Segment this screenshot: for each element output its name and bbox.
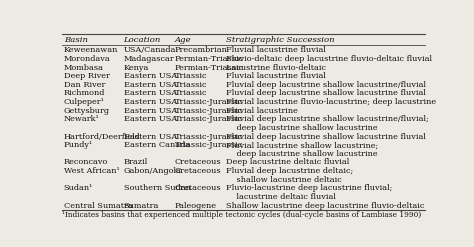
Text: Fluvial lacustrine fluvial: Fluvial lacustrine fluvial bbox=[227, 72, 326, 80]
Text: Triassic-Jurassic: Triassic-Jurassic bbox=[175, 133, 243, 141]
Text: Brazil: Brazil bbox=[124, 158, 148, 166]
Text: Fluvial deep lacustrine shallow lacustrine/fluvial;: Fluvial deep lacustrine shallow lacustri… bbox=[227, 115, 429, 123]
Text: Newark¹: Newark¹ bbox=[64, 115, 100, 123]
Text: Fluvial deep lacustrine shallow lacustrine fluvial: Fluvial deep lacustrine shallow lacustri… bbox=[227, 133, 426, 141]
Text: Cretaceous: Cretaceous bbox=[175, 167, 221, 175]
Text: Eastern Canada: Eastern Canada bbox=[124, 141, 190, 149]
Text: Triassic-Jurassic: Triassic-Jurassic bbox=[175, 98, 243, 106]
Text: ¹Indicates basins that experienced multiple tectonic cycles (dual-cycle basins o: ¹Indicates basins that experienced multi… bbox=[62, 211, 421, 219]
Text: deep lacustrine shallow lacustrine: deep lacustrine shallow lacustrine bbox=[227, 150, 378, 158]
Text: Kenya: Kenya bbox=[124, 63, 149, 72]
Text: Eastern USA: Eastern USA bbox=[124, 72, 177, 80]
Text: USA/Canada: USA/Canada bbox=[124, 46, 176, 54]
Text: Mombasa: Mombasa bbox=[64, 63, 104, 72]
Text: Eastern USA: Eastern USA bbox=[124, 89, 177, 98]
Text: Fluvial lacustrine fluvio-lacustrine; deep lacustrine: Fluvial lacustrine fluvio-lacustrine; de… bbox=[227, 98, 437, 106]
Text: Cretaceous: Cretaceous bbox=[175, 184, 221, 192]
Text: Hartford/Deerfield: Hartford/Deerfield bbox=[64, 133, 140, 141]
Text: deep lacustrine shallow lacustrine: deep lacustrine shallow lacustrine bbox=[227, 124, 378, 132]
Text: Reconcavo: Reconcavo bbox=[64, 158, 108, 166]
Text: Central Sumatra: Central Sumatra bbox=[64, 202, 132, 209]
Text: Fluvial deep lacustrine shallow lacustrine/fluvial: Fluvial deep lacustrine shallow lacustri… bbox=[227, 81, 427, 89]
Text: Fluvial deep lacustrine deltaic;: Fluvial deep lacustrine deltaic; bbox=[227, 167, 354, 175]
Text: Triassic-Jurassic: Triassic-Jurassic bbox=[175, 107, 243, 115]
Text: Fundy¹: Fundy¹ bbox=[64, 141, 93, 149]
Text: Triassic-Jurassic: Triassic-Jurassic bbox=[175, 115, 243, 123]
Text: Cretaceous: Cretaceous bbox=[175, 158, 221, 166]
Text: Eastern USA: Eastern USA bbox=[124, 115, 177, 123]
Text: Fluvial lacustrine shallow lacustrine;: Fluvial lacustrine shallow lacustrine; bbox=[227, 141, 379, 149]
Text: Paleogene: Paleogene bbox=[175, 202, 217, 209]
Text: Sudan¹: Sudan¹ bbox=[64, 184, 93, 192]
Text: Fluvio-lacustrine deep lacustrine fluvial;: Fluvio-lacustrine deep lacustrine fluvia… bbox=[227, 184, 393, 192]
Text: Eastern USA: Eastern USA bbox=[124, 98, 177, 106]
Text: Fluvial lacustrine: Fluvial lacustrine bbox=[227, 107, 298, 115]
Text: Location: Location bbox=[124, 36, 161, 44]
Text: Triassic: Triassic bbox=[175, 89, 208, 98]
Text: Precambrian: Precambrian bbox=[175, 46, 228, 54]
Text: Southern Sudan: Southern Sudan bbox=[124, 184, 191, 192]
Text: Madagascar: Madagascar bbox=[124, 55, 174, 63]
Text: Shallow lacustrine deep lacustrine fluvio-deltaic: Shallow lacustrine deep lacustrine fluvi… bbox=[227, 202, 425, 209]
Text: Morondava: Morondava bbox=[64, 55, 110, 63]
Text: Eastern USA: Eastern USA bbox=[124, 107, 177, 115]
Text: Deep lacustrine deltaic fluvial: Deep lacustrine deltaic fluvial bbox=[227, 158, 350, 166]
Text: Permian-Triassic: Permian-Triassic bbox=[175, 55, 244, 63]
Text: Eastern USA: Eastern USA bbox=[124, 81, 177, 89]
Text: Eastern USA: Eastern USA bbox=[124, 133, 177, 141]
Text: Culpeper¹: Culpeper¹ bbox=[64, 98, 105, 106]
Text: Fluvio-deltaic deep lacustrine fluvio-deltaic fluvial: Fluvio-deltaic deep lacustrine fluvio-de… bbox=[227, 55, 432, 63]
Text: Richmond: Richmond bbox=[64, 89, 105, 98]
Text: shallow lacustrine deltaic: shallow lacustrine deltaic bbox=[227, 176, 342, 184]
Text: Keweenawan: Keweenawan bbox=[64, 46, 118, 54]
Text: Deep River: Deep River bbox=[64, 72, 109, 80]
Text: Stratigraphic Succession: Stratigraphic Succession bbox=[227, 36, 335, 44]
Text: Fluvial deep lacustrine shallow lacustrine fluvial: Fluvial deep lacustrine shallow lacustri… bbox=[227, 89, 426, 98]
Text: Age: Age bbox=[175, 36, 191, 44]
Text: Permian-Triassic: Permian-Triassic bbox=[175, 63, 244, 72]
Text: Triassic-Jurassic: Triassic-Jurassic bbox=[175, 141, 243, 149]
Text: Basin: Basin bbox=[64, 36, 88, 44]
Text: Triassic: Triassic bbox=[175, 81, 208, 89]
Text: Triassic: Triassic bbox=[175, 72, 208, 80]
Text: Gettysburg: Gettysburg bbox=[64, 107, 109, 115]
Text: Lacustrine fluvio-deltaic: Lacustrine fluvio-deltaic bbox=[227, 63, 327, 72]
Text: Gabon/Angola: Gabon/Angola bbox=[124, 167, 182, 175]
Text: Fluvial lacustrine fluvial: Fluvial lacustrine fluvial bbox=[227, 46, 326, 54]
Text: Dan River: Dan River bbox=[64, 81, 105, 89]
Text: lacustrine deltaic fluvial: lacustrine deltaic fluvial bbox=[227, 193, 336, 201]
Text: West African¹: West African¹ bbox=[64, 167, 119, 175]
Text: Sumatra: Sumatra bbox=[124, 202, 159, 209]
